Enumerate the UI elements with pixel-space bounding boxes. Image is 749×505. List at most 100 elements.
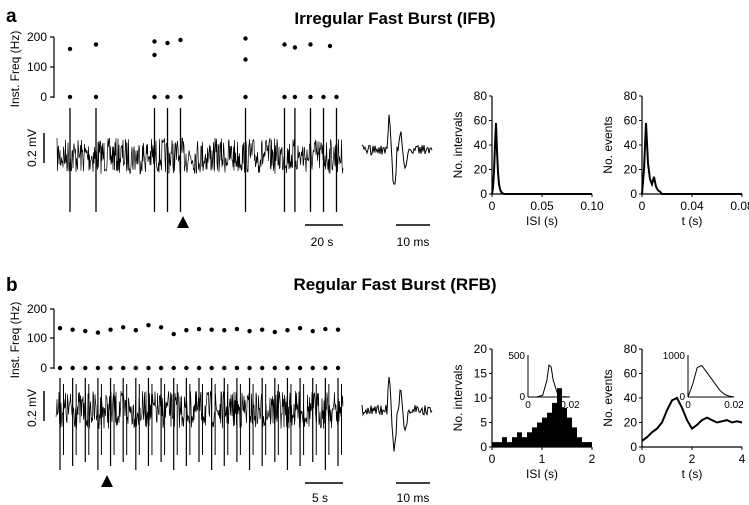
spike-waveform-line <box>361 114 433 185</box>
inset-line <box>687 364 735 398</box>
inst-freq-dot <box>133 328 139 333</box>
y-tick-label: 15 <box>474 367 488 381</box>
panel-a-voltage-trace <box>56 108 344 212</box>
inst-freq-dot <box>120 325 126 330</box>
inst-freq-dot <box>158 325 164 330</box>
inst-freq-dot <box>67 46 73 52</box>
inst-freq-zero-dot <box>70 365 75 371</box>
inst-freq-dot <box>95 330 101 335</box>
inst-freq-dot <box>247 328 252 334</box>
y-tick-label: 0 <box>480 440 487 454</box>
histogram-bar <box>512 437 517 447</box>
inst-freq-dot <box>234 326 240 332</box>
panel-a-label: a <box>6 6 17 27</box>
x-tick-label: 1 <box>539 452 546 466</box>
inst-freq-dot <box>57 325 63 331</box>
inset-x-tick-label: 0.02 <box>560 400 580 411</box>
histogram-bar <box>567 417 572 447</box>
panel-b-spike-scale-label: 10 ms <box>397 491 430 505</box>
inst-freq-dot <box>335 327 341 332</box>
panel-a-spike-waveform <box>361 114 433 185</box>
histogram-bar <box>582 442 587 447</box>
histogram-bar <box>547 412 552 447</box>
panel-a-time-scale-label: 20 s <box>311 235 334 249</box>
panel-b-spike-waveform <box>361 376 433 452</box>
inst-freq-dot <box>178 37 183 43</box>
x-tick-label: 0.04 <box>680 199 704 213</box>
inst-freq-zero-dot <box>259 365 265 371</box>
histogram-bar <box>587 442 592 447</box>
inset-y-tick-label: 0 <box>679 392 685 403</box>
inst-freq-zero-dot <box>234 365 240 371</box>
inst-freq-dot <box>184 328 189 333</box>
y-tick-label: 20 <box>474 342 488 356</box>
panel-a-arrowhead-icon <box>177 216 189 228</box>
inst-freq-dot <box>171 331 176 337</box>
inset-y-tick-label: 500 <box>508 351 525 362</box>
histogram-line <box>641 396 743 442</box>
y-tick-label: 0 <box>630 440 637 454</box>
inst-freq-dot <box>310 328 315 334</box>
y-tick-label: 60 <box>474 114 488 128</box>
inst-freq-zero-dot <box>247 365 252 371</box>
y-tick-label: 60 <box>624 114 638 128</box>
x-tick-label: 0.08 <box>730 199 749 213</box>
inst-freq-zero-dot <box>178 94 183 100</box>
inset-y-tick-label: 0 <box>519 392 525 403</box>
inst-freq-dot <box>222 328 227 333</box>
inset-x-tick-label: 0 <box>685 400 691 411</box>
panel-b-freq-axis: 200 100 0 Inst. Freq (Hz) <box>8 302 55 379</box>
y-tick-label: 40 <box>624 138 638 152</box>
inst-freq-dot <box>152 52 157 58</box>
histogram-bar <box>502 437 507 447</box>
panel-a-freq-axis: 200 100 0 Inst. Freq (Hz) <box>8 30 55 108</box>
panel-a-title: Irregular Fast Burst (IFB) <box>294 9 495 28</box>
histogram-bar <box>577 437 582 447</box>
event-histogram-irregular: 0 20 40 60 80 0 0.04 0.08 t (s) No. events <box>601 89 749 228</box>
y-tick-label: 20 <box>474 163 488 177</box>
inst-freq-zero-dot <box>334 94 339 100</box>
inst-freq-zero-dot <box>152 94 157 100</box>
inst-freq-dot <box>146 323 151 328</box>
y-tick-label: 60 <box>624 367 638 381</box>
y-tick-label: 0 <box>630 187 637 201</box>
inst-freq-dot <box>282 42 287 47</box>
histogram-bar <box>522 437 527 447</box>
spike-waveform-line <box>361 376 433 452</box>
inset-line <box>528 364 571 398</box>
inst-freq-zero-dot <box>285 365 290 371</box>
y-tick-label: 80 <box>624 89 638 103</box>
x-tick-label: 0 <box>639 452 646 466</box>
inst-freq-dot <box>272 329 278 335</box>
y-tick-label: 20 <box>624 163 638 177</box>
panel-b-freq-label: Inst. Freq (Hz) <box>8 302 22 379</box>
histogram-bar <box>492 442 497 447</box>
x-tick-label: 4 <box>739 452 746 466</box>
inst-freq-dot <box>152 39 157 44</box>
y-axis-label: No. intervals <box>451 365 465 432</box>
inst-freq-zero-dot <box>120 365 126 371</box>
inst-freq-dot <box>243 57 248 62</box>
isi-histogram-irregular: 0 20 40 60 80 0 0.05 0.10 ISI (s) No. intervals <box>451 89 604 228</box>
inst-freq-dot <box>165 40 170 46</box>
x-tick-label: 0 <box>489 199 496 213</box>
x-axis-label: ISI (s) <box>526 467 558 481</box>
panel-b-time-scale-label: 5 s <box>312 491 328 505</box>
histogram-bar <box>557 388 562 447</box>
histogram-bar <box>562 407 567 447</box>
x-tick-label: 0 <box>639 199 646 213</box>
inset-y-tick-label: 1000 <box>663 351 686 362</box>
inst-freq-dot <box>292 45 298 50</box>
panel-a-freq-label: Inst. Freq (Hz) <box>8 31 22 108</box>
inst-freq-zero-dot <box>282 94 287 100</box>
inst-freq-dot <box>93 42 99 47</box>
histogram-bar <box>542 417 547 447</box>
inst-freq-dot <box>108 327 113 332</box>
histogram-bar <box>517 432 522 447</box>
y-tick-label: 40 <box>474 138 488 152</box>
y-tick-label: 10 <box>474 391 488 405</box>
panel-b-arrowhead-icon <box>101 475 113 487</box>
panel-a-spike-scale-label: 10 ms <box>397 235 430 249</box>
inset-x-tick-label: 0 <box>525 400 531 411</box>
inst-freq-dot <box>209 327 214 332</box>
